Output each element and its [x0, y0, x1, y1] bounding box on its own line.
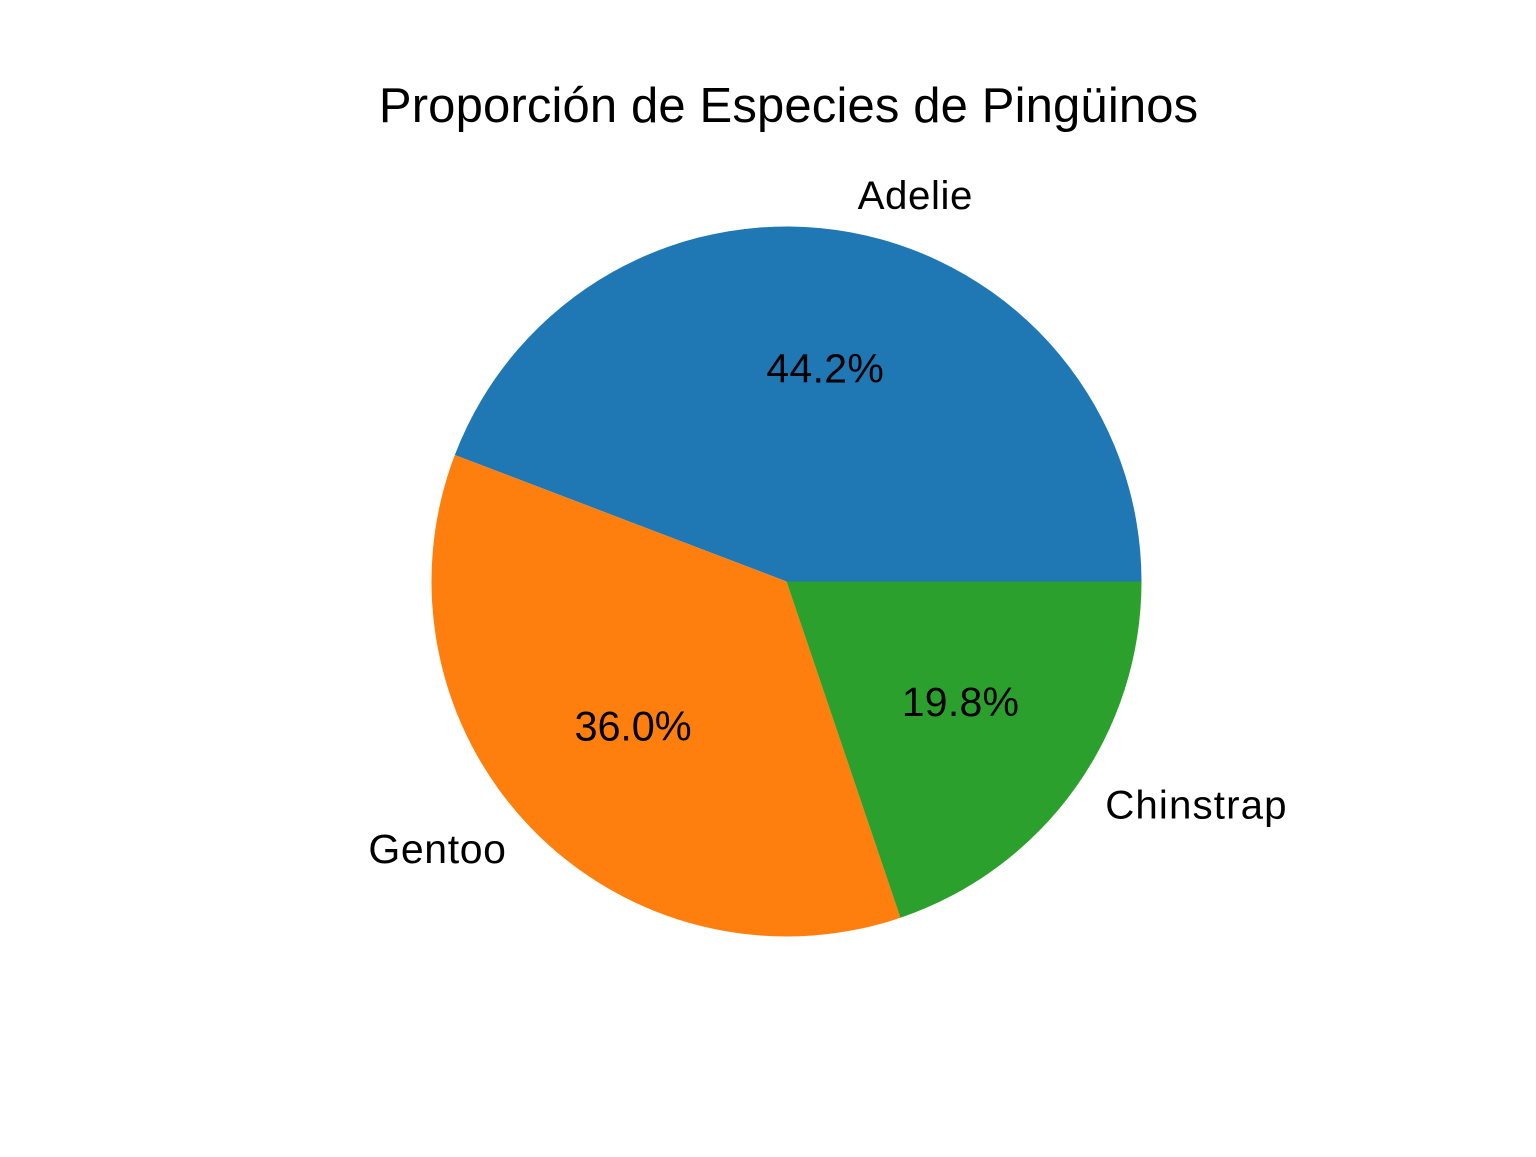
- svg-text:44.2%: 44.2%: [766, 346, 884, 392]
- svg-text:Proporción de Especies de Ping: Proporción de Especies de Pingüinos: [379, 79, 1198, 133]
- svg-text:Adelie: Adelie: [858, 173, 973, 218]
- svg-text:Chinstrap: Chinstrap: [1105, 783, 1287, 828]
- svg-text:Gentoo: Gentoo: [368, 826, 506, 872]
- svg-text:36.0%: 36.0%: [575, 703, 692, 750]
- svg-text:19.8%: 19.8%: [902, 679, 1020, 725]
